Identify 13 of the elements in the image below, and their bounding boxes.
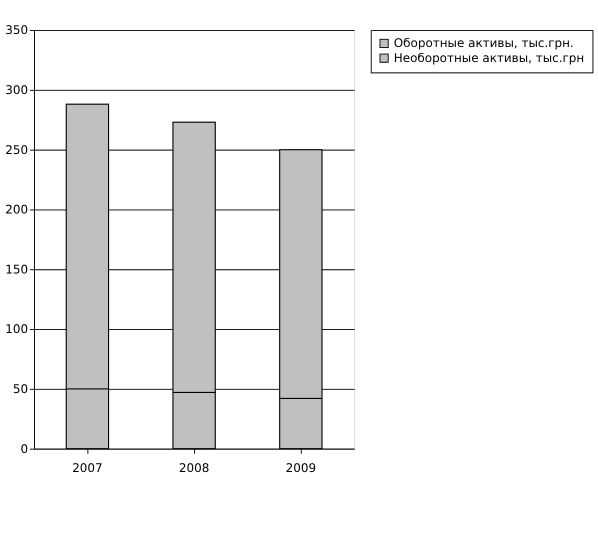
x-tick-label: 2009 (286, 461, 316, 476)
y-tick-label: 150 (5, 262, 28, 276)
y-tick-label: 200 (5, 202, 28, 217)
y-tick-label: 0 (20, 442, 28, 456)
legend-label: Оборотные активы, тыс.грн. (394, 36, 574, 50)
y-tick-label: 350 (5, 23, 28, 38)
y-tick-label: 250 (5, 142, 28, 157)
x-tick-label: 2007 (72, 461, 103, 476)
y-tick-label: 50 (12, 382, 28, 396)
legend-label: Необоротные активы, тыс.грн (394, 50, 584, 65)
y-tick-label: 300 (5, 83, 28, 98)
x-tick-label: 2008 (178, 461, 210, 476)
y-tick-label: 100 (5, 322, 28, 336)
